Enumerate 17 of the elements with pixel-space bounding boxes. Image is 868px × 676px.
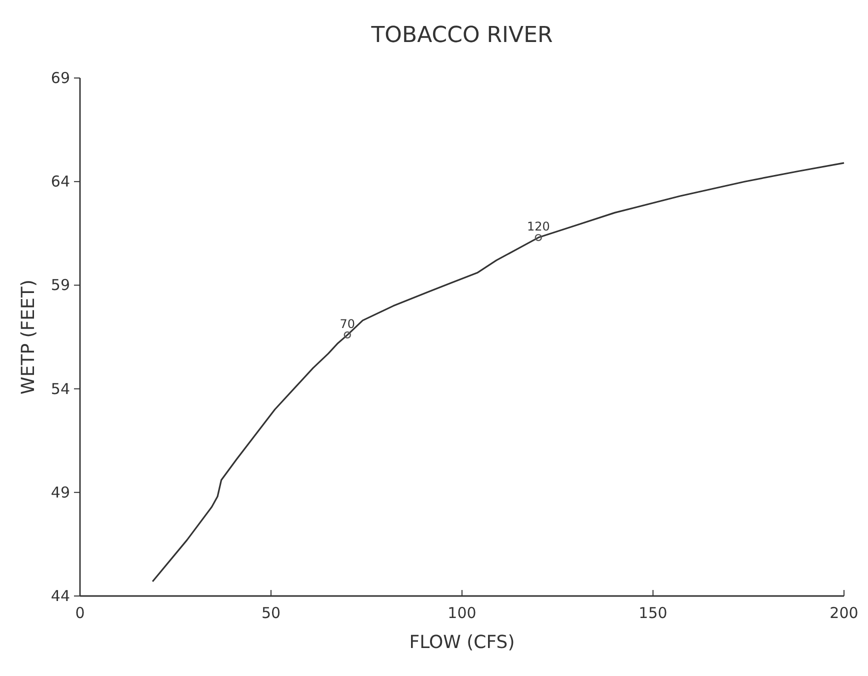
annotation: 120: [526, 220, 550, 234]
y-tick-label: 69: [50, 69, 70, 87]
line-series: [152, 162, 845, 582]
y-tick-label: 59: [50, 276, 70, 294]
x-tick-label: 100: [448, 604, 476, 622]
annotation: 70: [340, 316, 356, 331]
y-tick-label: 54: [50, 380, 70, 398]
x-tick-label: 200: [830, 604, 858, 622]
chart-title: TOBACCO RIVER: [370, 23, 553, 48]
x-tick-label: 0: [75, 604, 85, 622]
y-axis-title: WETP (FEET): [18, 280, 39, 394]
y-tick-label: 44: [50, 587, 70, 605]
y-tick-label: 64: [50, 172, 70, 191]
x-tick-label: 150: [638, 604, 668, 622]
x-tick-label: 50: [261, 604, 281, 622]
x-axis-title: FLOW (CFS): [409, 632, 515, 653]
y-tick-label: 49: [50, 483, 70, 502]
